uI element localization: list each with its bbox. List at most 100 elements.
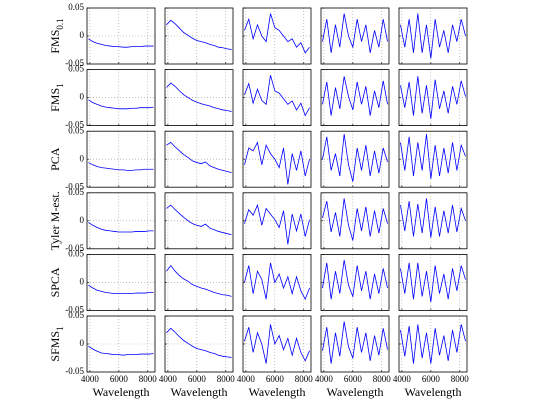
y-axis-label: SFMS1 [48, 326, 65, 361]
x-tick-label: 4000 [315, 374, 334, 384]
panel [398, 253, 468, 311]
panel-frame [398, 315, 468, 373]
panel-frame [398, 7, 468, 65]
panel [242, 7, 312, 65]
data-line [400, 13, 466, 59]
panel [164, 192, 234, 250]
panel [398, 130, 468, 188]
panel [164, 130, 234, 188]
data-line [88, 38, 154, 48]
y-tick-label: 0.05 [68, 248, 84, 258]
panel-frame [320, 69, 390, 126]
panel [320, 69, 390, 126]
x-tick-label: 6000 [266, 374, 285, 384]
x-tick-label: 4000 [237, 374, 256, 384]
panel-frame [164, 7, 234, 65]
panel-frame [86, 192, 156, 250]
panel-frame [242, 130, 312, 188]
data-line [166, 82, 232, 112]
x-axis-label: Wavelength [248, 385, 305, 399]
data-line [244, 13, 310, 54]
data-line [244, 141, 310, 185]
y-tick-label: -0.05 [65, 58, 84, 68]
data-line [244, 324, 310, 364]
data-line [322, 76, 388, 116]
x-tick-label: 8000 [217, 374, 236, 384]
data-line [322, 321, 388, 364]
panel: -0.05 0 0.05 PCA [48, 125, 156, 191]
x-tick-label: 4000 [393, 374, 412, 384]
panel-frame [86, 7, 156, 65]
y-tick-label: 0 [80, 276, 85, 286]
data-line [166, 19, 232, 50]
x-tick-label: 8000 [451, 374, 470, 384]
panel: -0.05 0 0.05 SPCA [48, 248, 156, 314]
panel-frame [86, 253, 156, 311]
x-tick-label: 8000 [139, 374, 158, 384]
panel-frame [164, 192, 234, 250]
panel-frame [398, 130, 468, 188]
y-tick-label: 0.05 [68, 2, 84, 12]
y-axis-label-main: SPCA [48, 267, 62, 297]
y-axis-label-main: SFMS [48, 331, 62, 362]
panel [398, 69, 468, 126]
panel [242, 130, 312, 188]
data-line [400, 262, 466, 303]
x-axis-label: Wavelength [326, 385, 383, 399]
panel [320, 192, 390, 250]
panel-frame [86, 69, 156, 126]
data-line [322, 198, 388, 241]
x-tick-label: 4000 [159, 374, 178, 384]
panel [398, 192, 468, 250]
panel-frame [242, 315, 312, 373]
data-line [88, 284, 154, 294]
y-tick-label: 0 [80, 92, 85, 102]
panel [320, 130, 390, 188]
y-tick-label: -0.05 [65, 304, 84, 314]
panel [164, 253, 234, 311]
panel-frame [86, 130, 156, 188]
y-tick-label: 0 [80, 30, 85, 40]
panel-frame [164, 130, 234, 188]
y-axis-label: SPCA [48, 267, 62, 297]
y-tick-label: -0.05 [65, 181, 84, 191]
panel [320, 253, 390, 311]
panel-frame [320, 130, 390, 188]
x-axis-label: Wavelength [404, 385, 461, 399]
panel-frame [242, 192, 312, 250]
panel-frame [320, 192, 390, 250]
panel: -0.05 0 0.05 Tyler M-est. [48, 187, 156, 253]
y-tick-label: 0 [80, 153, 85, 163]
x-tick-label: 6000 [110, 374, 129, 384]
data-line [166, 264, 232, 297]
data-line [244, 262, 310, 301]
y-tick-label: -0.05 [65, 243, 84, 253]
x-axis-label: Wavelength [92, 385, 149, 399]
panel [164, 69, 234, 126]
y-axis-label-main: Tyler M-est. [48, 191, 62, 250]
data-line [88, 162, 154, 171]
data-line [88, 99, 154, 110]
panel-frame [164, 315, 234, 373]
panel-frame [398, 253, 468, 311]
data-line [400, 324, 466, 364]
data-line [322, 133, 388, 182]
y-tick-label: -0.05 [65, 366, 84, 376]
panel-frame [398, 69, 468, 126]
y-tick-label: 0 [80, 338, 85, 348]
y-axis-label: Tyler M-est. [48, 191, 62, 250]
panel [242, 69, 312, 126]
y-tick-label: 0.05 [68, 310, 84, 320]
x-tick-label: 8000 [295, 374, 314, 384]
y-tick-label: 0.05 [68, 64, 84, 74]
y-axis-label-main: FMS [48, 88, 62, 112]
y-tick-label: 0 [80, 215, 85, 225]
data-line [322, 13, 388, 53]
panel [164, 7, 234, 65]
panel-frame [242, 253, 312, 311]
